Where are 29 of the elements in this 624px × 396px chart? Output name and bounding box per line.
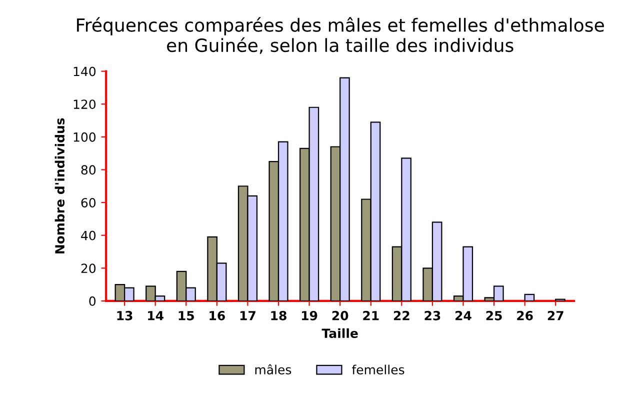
y-tick-label: 20 [81, 264, 96, 274]
y-tick-label: 140 [74, 66, 96, 76]
x-tick-label: 21 [363, 310, 379, 320]
y-axis-title: Nombre d'individus [54, 118, 65, 254]
x-tick-label: 23 [424, 310, 440, 320]
x-tick-label: 22 [394, 310, 410, 320]
x-tick-label: 20 [332, 310, 348, 320]
y-tick-label: 120 [74, 100, 96, 110]
x-tick-label: 13 [117, 310, 132, 320]
y-tick-label: 40 [81, 230, 96, 240]
x-tick-label: 26 [517, 310, 533, 320]
x-tick-label: 27 [548, 310, 564, 320]
x-tick-label: 14 [148, 311, 164, 320]
bar [524, 294, 535, 301]
x-tick-label: 16 [210, 310, 225, 320]
x-tick-label: 24 [456, 310, 472, 320]
x-axis-title: Taille [322, 328, 358, 338]
x-tick-label: 15 [178, 311, 194, 320]
y-tick-label: 80 [81, 165, 96, 175]
x-tick-label: 25 [486, 310, 502, 320]
legend-label: femelles [352, 364, 404, 374]
y-tick-label: 100 [74, 132, 96, 142]
y-tick-label: 60 [81, 198, 96, 208]
x-tick-label: 18 [271, 310, 286, 320]
chart-title: Fréquences comparées des mâles et femelles d'ethmalose en Guinée, selon la taille des individus [77, 17, 604, 54]
x-tick-label: 17 [240, 311, 256, 320]
x-tick-label: 19 [302, 310, 318, 320]
y-tick-label: 0 [89, 296, 96, 306]
legend-label: mâles [255, 364, 292, 374]
